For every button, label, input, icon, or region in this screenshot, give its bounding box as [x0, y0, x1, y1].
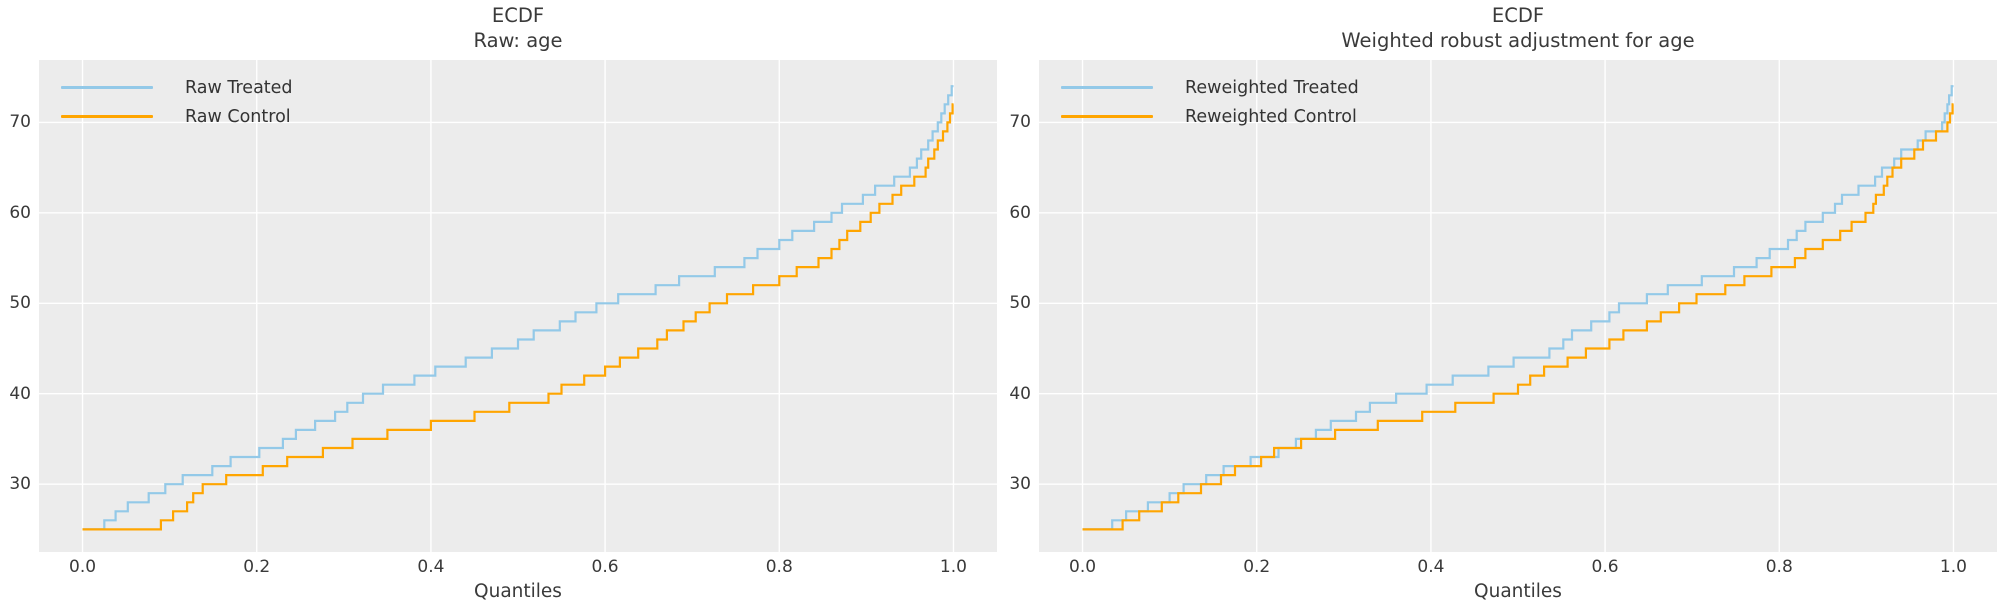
chart-title-line2: Raw: age [473, 29, 563, 52]
x-axis-label-weighted: Quantiles [1474, 581, 1562, 602]
y-tick-label: 70 [1009, 112, 1031, 133]
x-axis-label-raw: Quantiles [474, 581, 562, 602]
series-line-reweighted-treated [1082, 85, 1954, 531]
legend-line-raw-control [61, 115, 153, 118]
legend-label-reweighted-treated: Reweighted Treated [1185, 77, 1359, 98]
x-tick-label: 0.4 [1417, 557, 1445, 577]
plot-area-raw: Raw Treated Raw Control [39, 60, 997, 552]
x-tick-label: 0.6 [591, 557, 619, 577]
series-line-raw-control [82, 103, 954, 531]
x-tick-label: 0.8 [765, 557, 793, 577]
plot-area-weighted: Reweighted Treated Reweighted Control [1039, 60, 1997, 552]
x-tick-label: 0.8 [1765, 557, 1793, 577]
chart-title-raw: ECDF Raw: age [39, 3, 997, 53]
ecdf-chart-raw [39, 60, 997, 552]
x-tick-label: 0.6 [1591, 557, 1619, 577]
legend-label-reweighted-control: Reweighted Control [1185, 106, 1357, 127]
x-tick-label: 0.0 [1069, 557, 1097, 577]
y-tick-label: 70 [9, 112, 31, 133]
y-tick-label: 50 [9, 293, 31, 314]
x-tick-label: 0.0 [69, 557, 97, 577]
y-tick-label: 40 [1009, 383, 1031, 404]
legend-label-raw-treated: Raw Treated [185, 77, 293, 98]
x-tick-label: 0.2 [243, 557, 271, 577]
ecdf-chart-weighted [1039, 60, 1997, 552]
y-tick-label: 30 [1009, 474, 1031, 495]
legend-line-reweighted-control [1061, 115, 1153, 118]
legend-item-raw-treated: Raw Treated [61, 73, 293, 102]
legend-label-raw-control: Raw Control [185, 106, 291, 127]
legend-raw: Raw Treated Raw Control [61, 73, 293, 131]
legend-item-reweighted-treated: Reweighted Treated [1061, 73, 1359, 102]
y-tick-label: 50 [1009, 293, 1031, 314]
y-tick-label: 40 [9, 383, 31, 404]
x-tick-label: 1.0 [1939, 557, 1967, 577]
legend-weighted: Reweighted Treated Reweighted Control [1061, 73, 1359, 131]
x-tick-label: 0.2 [1243, 557, 1271, 577]
legend-item-raw-control: Raw Control [61, 102, 293, 131]
legend-item-reweighted-control: Reweighted Control [1061, 102, 1359, 131]
series-line-reweighted-control [1082, 103, 1954, 531]
chart-title-line1: ECDF [491, 4, 545, 27]
series-line-raw-treated [82, 85, 954, 531]
y-tick-label: 30 [9, 474, 31, 495]
chart-title-line1: ECDF [1491, 4, 1545, 27]
legend-line-raw-treated [61, 86, 153, 89]
legend-line-reweighted-treated [1061, 86, 1153, 89]
y-tick-label: 60 [1009, 202, 1031, 223]
x-tick-label: 0.4 [417, 557, 445, 577]
chart-title-weighted: ECDF Weighted robust adjustment for age [1039, 3, 1997, 53]
x-tick-label: 1.0 [939, 557, 967, 577]
chart-title-line2: Weighted robust adjustment for age [1341, 29, 1695, 52]
y-tick-label: 60 [9, 202, 31, 223]
